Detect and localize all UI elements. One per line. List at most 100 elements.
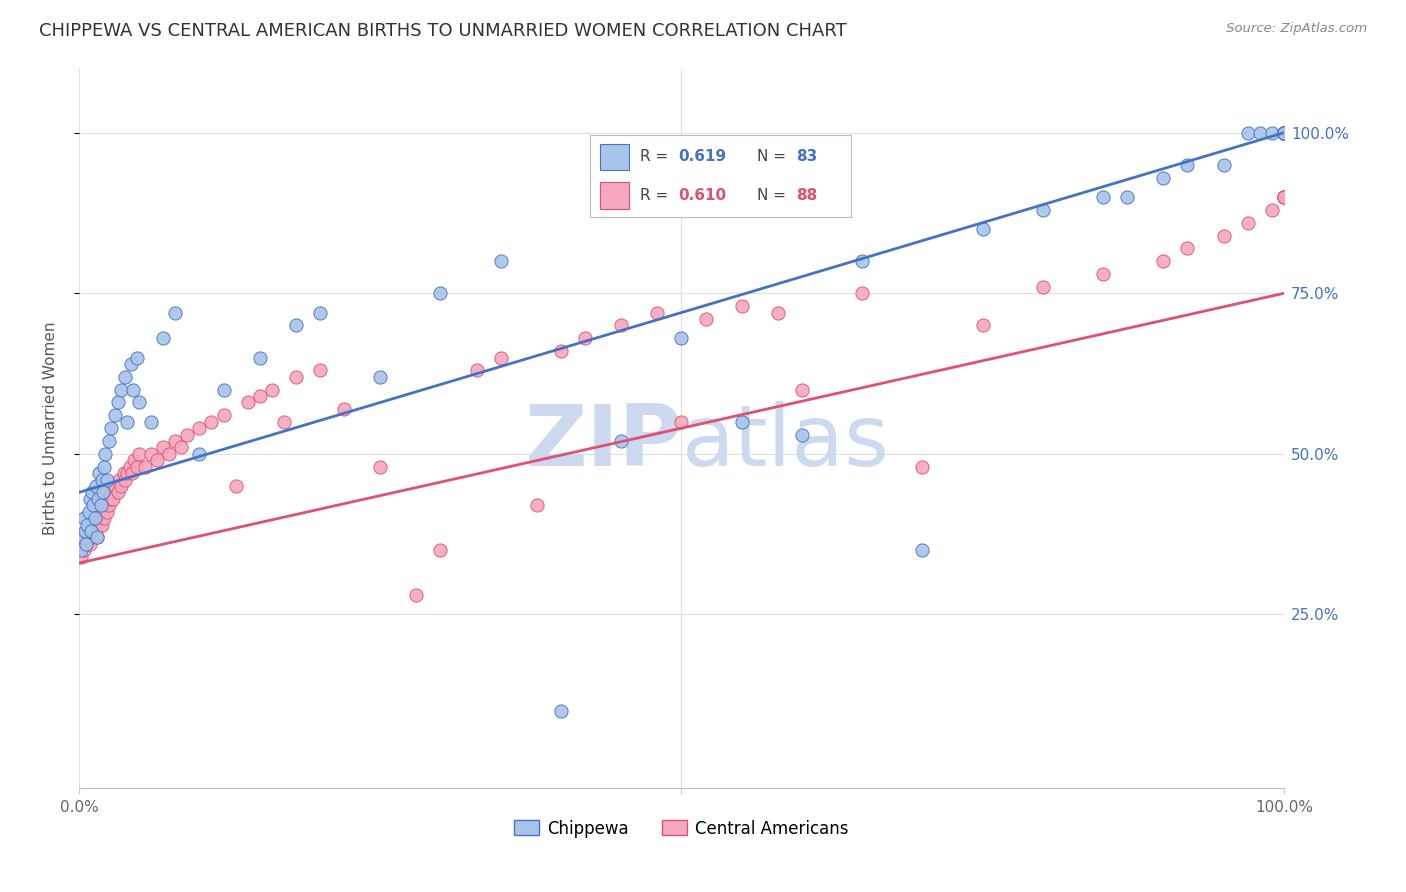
Point bbox=[121, 466, 143, 480]
Point bbox=[260, 383, 283, 397]
Point bbox=[1272, 126, 1295, 140]
Point bbox=[70, 549, 93, 564]
Point bbox=[72, 537, 94, 551]
Point bbox=[110, 383, 132, 397]
Point bbox=[188, 447, 211, 461]
Text: CHIPPEWA VS CENTRAL AMERICAN BIRTHS TO UNMARRIED WOMEN CORRELATION CHART: CHIPPEWA VS CENTRAL AMERICAN BIRTHS TO U… bbox=[39, 22, 848, 40]
Point bbox=[107, 485, 129, 500]
Point bbox=[1272, 126, 1295, 140]
Point bbox=[273, 415, 295, 429]
Point bbox=[97, 491, 120, 506]
Point bbox=[100, 485, 122, 500]
Point bbox=[1177, 158, 1199, 172]
Point bbox=[98, 498, 121, 512]
Point bbox=[1272, 190, 1295, 204]
Point bbox=[1272, 190, 1295, 204]
Point bbox=[1236, 216, 1258, 230]
Point bbox=[125, 459, 148, 474]
Point bbox=[1261, 202, 1284, 217]
Point bbox=[73, 543, 96, 558]
Point bbox=[730, 415, 752, 429]
Point bbox=[489, 254, 512, 268]
Point bbox=[333, 401, 356, 416]
Point bbox=[98, 434, 121, 448]
Point bbox=[972, 222, 994, 236]
Point bbox=[100, 421, 122, 435]
Point bbox=[80, 524, 103, 538]
Text: R =: R = bbox=[640, 188, 672, 203]
Point bbox=[225, 479, 247, 493]
Point bbox=[1212, 158, 1234, 172]
Point bbox=[526, 498, 548, 512]
Text: Source: ZipAtlas.com: Source: ZipAtlas.com bbox=[1226, 22, 1367, 36]
Point bbox=[89, 505, 111, 519]
Point bbox=[75, 537, 97, 551]
Point bbox=[429, 286, 451, 301]
Point bbox=[83, 511, 105, 525]
Point bbox=[104, 409, 127, 423]
Point bbox=[94, 498, 117, 512]
Point bbox=[309, 363, 332, 377]
Point bbox=[86, 530, 108, 544]
Point bbox=[1272, 126, 1295, 140]
Point bbox=[972, 318, 994, 333]
Point bbox=[790, 383, 813, 397]
Point bbox=[1092, 267, 1115, 281]
Point bbox=[82, 530, 104, 544]
FancyBboxPatch shape bbox=[600, 182, 628, 209]
Point bbox=[114, 369, 136, 384]
Point bbox=[1116, 190, 1139, 204]
Point bbox=[72, 530, 94, 544]
Point bbox=[1272, 126, 1295, 140]
Point bbox=[610, 434, 633, 448]
Point bbox=[128, 447, 150, 461]
Point bbox=[284, 318, 307, 333]
Point bbox=[114, 473, 136, 487]
Point bbox=[695, 312, 717, 326]
Point bbox=[1152, 170, 1174, 185]
Point bbox=[134, 459, 156, 474]
Point bbox=[75, 537, 97, 551]
Point bbox=[284, 369, 307, 384]
Point bbox=[1272, 126, 1295, 140]
Point bbox=[1032, 280, 1054, 294]
Point bbox=[94, 447, 117, 461]
Point bbox=[1272, 126, 1295, 140]
Legend: Chippewa, Central Americans: Chippewa, Central Americans bbox=[508, 813, 856, 844]
Point bbox=[93, 511, 115, 525]
Text: 88: 88 bbox=[796, 188, 818, 203]
Point bbox=[610, 318, 633, 333]
Point bbox=[671, 415, 693, 429]
Point bbox=[73, 511, 96, 525]
Point bbox=[766, 305, 789, 319]
Point bbox=[212, 409, 235, 423]
Point bbox=[1272, 190, 1295, 204]
Point bbox=[368, 369, 391, 384]
Point bbox=[98, 491, 121, 506]
Point bbox=[73, 530, 96, 544]
FancyBboxPatch shape bbox=[600, 144, 628, 170]
Point bbox=[574, 331, 596, 345]
Point bbox=[851, 286, 873, 301]
Point bbox=[96, 505, 118, 519]
Point bbox=[101, 491, 124, 506]
Point bbox=[671, 331, 693, 345]
Text: atlas: atlas bbox=[682, 401, 890, 484]
Point bbox=[1272, 126, 1295, 140]
Point bbox=[1272, 126, 1295, 140]
Point bbox=[176, 427, 198, 442]
Point bbox=[93, 459, 115, 474]
Point bbox=[82, 517, 104, 532]
Point bbox=[1272, 126, 1295, 140]
Point bbox=[86, 530, 108, 544]
Point bbox=[76, 517, 98, 532]
Point bbox=[790, 427, 813, 442]
Point bbox=[165, 305, 187, 319]
Point bbox=[84, 479, 107, 493]
Point bbox=[1177, 241, 1199, 255]
Point bbox=[146, 453, 169, 467]
Point bbox=[1272, 126, 1295, 140]
Point bbox=[1212, 228, 1234, 243]
Point bbox=[112, 466, 135, 480]
Point bbox=[87, 517, 110, 532]
